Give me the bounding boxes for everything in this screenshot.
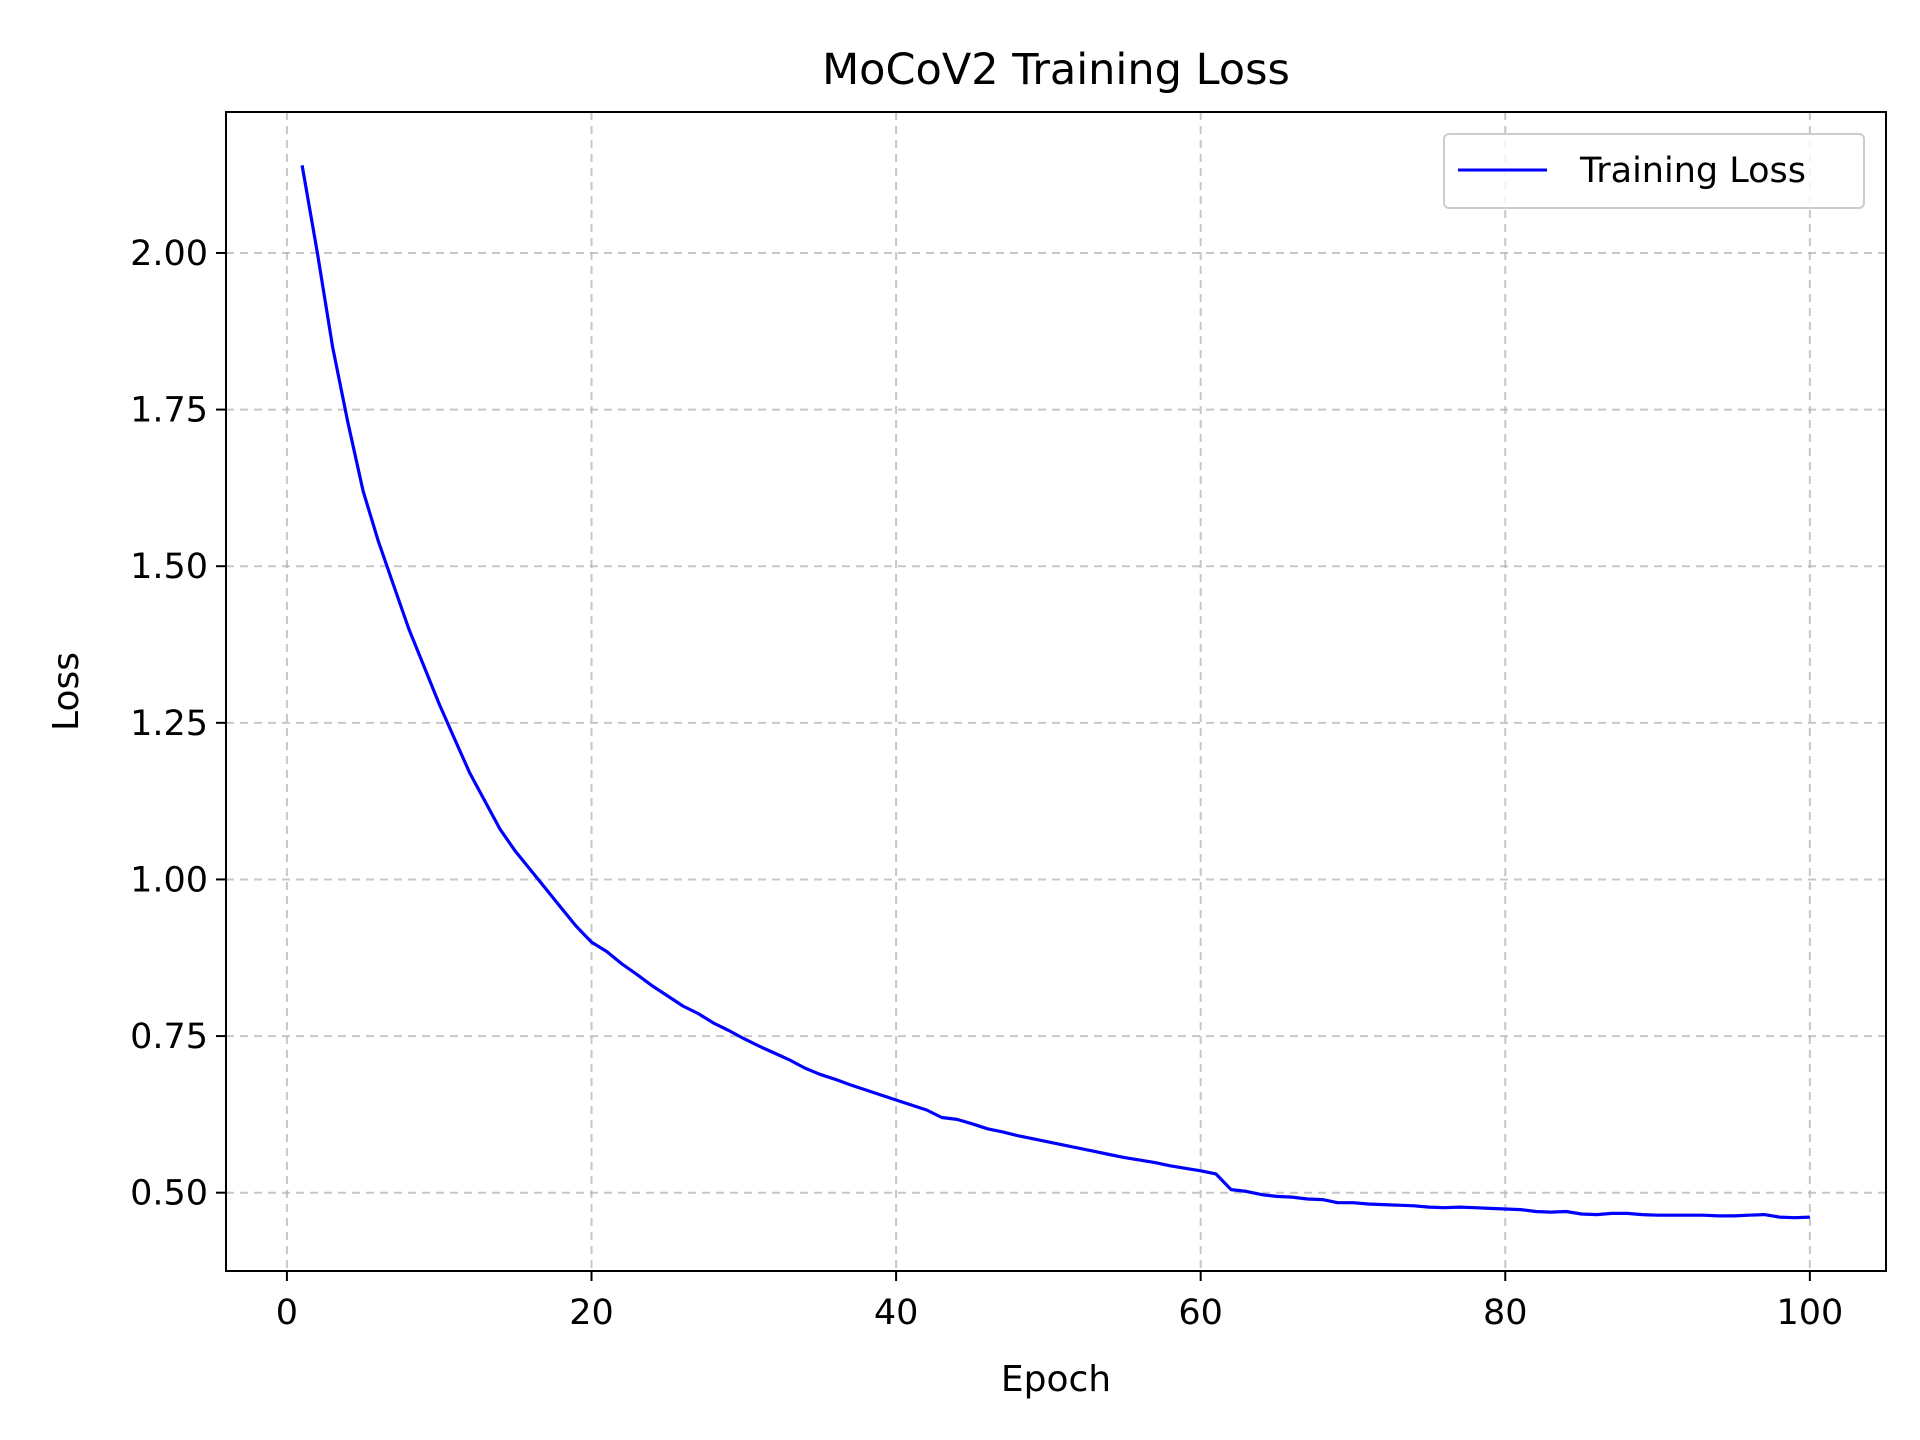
legend-box — [1443, 133, 1865, 209]
x-axis-label: Epoch — [1001, 1359, 1111, 1400]
legend-entry-training-loss: Training Loss — [1579, 151, 1806, 191]
y-tick-label: 0.50 — [130, 1174, 208, 1214]
grid — [226, 112, 1886, 1271]
plot-frame — [225, 111, 1887, 1272]
y-axis-label: Loss — [46, 652, 87, 731]
y-tick-label: 1.25 — [130, 704, 208, 744]
y-tick-label: 1.75 — [130, 391, 208, 431]
y-tick-label: 0.75 — [130, 1017, 208, 1057]
x-tick-label: 80 — [1483, 1293, 1528, 1333]
ticks: 0 20 40 60 80 100 0.50 0.75 1.00 1.25 1.50 1.75 2.00 — [130, 234, 1843, 1333]
x-tick-label: 60 — [1178, 1293, 1223, 1333]
chart-title: MoCoV2 Training Loss — [822, 45, 1290, 95]
x-tick-label: 40 — [874, 1293, 919, 1333]
legend: Training Loss — [1443, 133, 1865, 209]
y-tick-label: 1.00 — [130, 860, 208, 900]
series-layer — [300, 165, 1810, 1220]
x-tick-label: 20 — [569, 1293, 614, 1333]
series-line-training-loss — [300, 165, 1810, 1220]
y-tick-label: 2.00 — [130, 234, 208, 274]
y-tick-label: 1.50 — [130, 547, 208, 587]
x-tick-label: 100 — [1776, 1293, 1843, 1333]
x-tick-label: 0 — [276, 1293, 298, 1333]
